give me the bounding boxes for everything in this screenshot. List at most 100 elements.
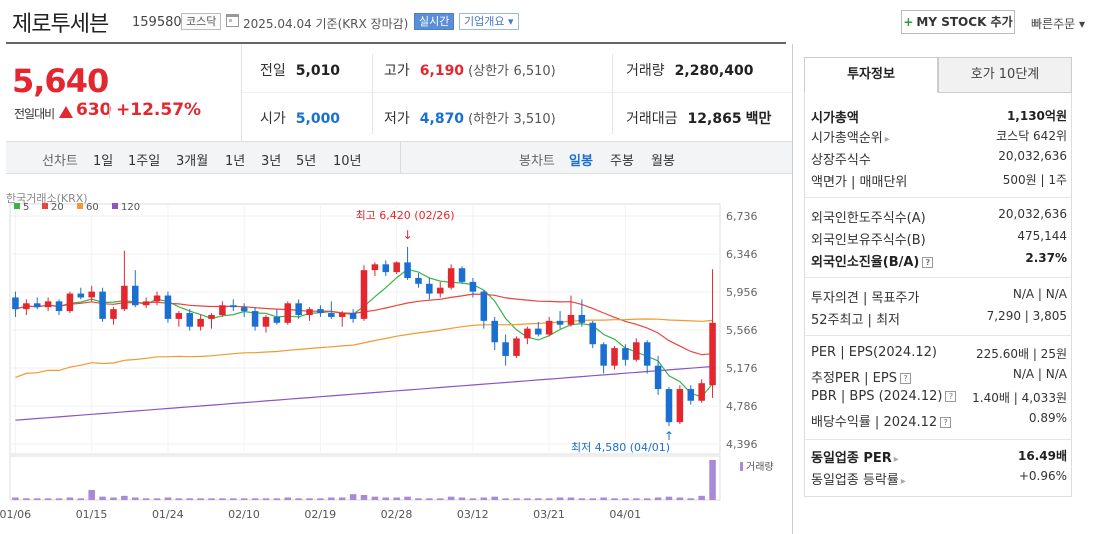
stat-value: 6,190 <box>419 63 465 79</box>
volume-bar <box>66 497 74 500</box>
period-1y[interactable]: 1년 <box>225 154 246 169</box>
stat-sub: (하한가 <box>468 112 510 127</box>
x-tick-label: 02/10 <box>228 508 260 521</box>
candle-body <box>186 313 193 327</box>
period-1d[interactable]: 1일 <box>93 154 114 169</box>
candle-body <box>654 365 662 390</box>
stock-chart[interactable]: 한국거래소(KRX) 6,736 6,346 5,956 5,566 5,176 4,78… <box>0 174 792 534</box>
ma60-line <box>15 318 713 378</box>
volume-bar <box>131 497 139 500</box>
add-my-stock-button[interactable]: + MY STOCK 추가 <box>901 10 1015 34</box>
candle-daily[interactable]: 일봉 <box>569 154 593 169</box>
volume-bar <box>676 497 684 500</box>
volume-bar <box>447 496 455 500</box>
info-row-rank[interactable]: 시가총액순위 ▸ 코스닥 642위 <box>811 127 1067 147</box>
x-tick-label: 02/19 <box>304 508 336 521</box>
volume-bar <box>142 498 150 500</box>
candle-body <box>382 264 390 273</box>
period-10y[interactable]: 10년 <box>333 154 362 169</box>
volume-bar <box>121 495 128 500</box>
period-5y[interactable]: 5년 <box>296 154 317 169</box>
info-value: +0.96% <box>1018 469 1067 483</box>
stat-sub: (상한가 <box>468 64 510 79</box>
chevron-right-icon[interactable]: ▸ <box>893 454 899 465</box>
stat-label: 전일 <box>260 63 286 79</box>
candle-body <box>436 287 444 294</box>
info-value: 500원 | 1주 <box>1002 173 1067 187</box>
help-icon[interactable]: ? <box>922 257 934 268</box>
company-overview-button[interactable]: 기업개요 ▾ <box>459 13 519 30</box>
tab-orderbook[interactable]: 호가 10단계 <box>938 57 1072 93</box>
stat-high: 고가 6,190 (상한가 6,510) <box>384 60 556 80</box>
stats-row-divider <box>242 92 792 93</box>
info-row-market-cap: 시가총액 1,130억원 <box>811 107 1067 127</box>
info-table: 시가총액 1,130억원 시가총액순위 ▸ 코스닥 642위 상장주식수 20,032,… <box>804 93 1072 497</box>
legend-label: 120 <box>121 202 140 213</box>
quick-order-button[interactable]: 빠른주문 ▾ <box>1031 17 1085 31</box>
volume-bar <box>338 497 346 500</box>
candle-monthly[interactable]: 월봉 <box>651 154 675 169</box>
info-row-est-per: 추정PER | EPS? N/A | N/A <box>811 367 1067 387</box>
stats-divider <box>612 54 613 134</box>
up-triangle-icon <box>59 106 73 118</box>
info-divider <box>805 335 1071 336</box>
candle-body <box>306 309 313 315</box>
chevron-right-icon[interactable]: ▸ <box>900 476 906 487</box>
help-icon[interactable]: ? <box>899 373 911 384</box>
info-label: 시가총액순위 <box>811 131 883 146</box>
volume-bar <box>44 498 52 500</box>
info-row-pbr: PBR | BPS (2024.12)? 1.40배 | 4,033원 <box>811 389 1067 409</box>
help-icon[interactable]: ? <box>945 391 957 402</box>
info-tabs: 투자정보 호가 10단계 <box>804 57 1072 93</box>
info-label: 외국인소진율(B/A) <box>811 255 920 270</box>
volume-bar <box>317 498 324 500</box>
candle-body <box>447 268 455 288</box>
add-my-stock-label: MY STOCK 추가 <box>916 15 1013 29</box>
tab-investment-info[interactable]: 투자정보 <box>804 57 938 93</box>
legend-label: 60 <box>86 202 99 213</box>
x-tick-label: 04/01 <box>609 508 641 521</box>
legend-swatch <box>77 203 83 209</box>
period-3m[interactable]: 3개월 <box>176 154 209 169</box>
info-value: 20,032,636 <box>998 207 1067 221</box>
high-annotation: 최고 6,420 (02/26) <box>356 209 455 222</box>
price-stats: 전일 5,010 고가 6,190 (상한가 6,510) 거래량 2,280,400 … <box>242 44 792 142</box>
y-tick-label: 4,396 <box>726 438 758 451</box>
volume-bar <box>426 498 433 500</box>
candle-body <box>284 303 292 323</box>
info-value: 7,290 | 3,805 <box>986 309 1067 323</box>
quote-date: 2025.04.04 기준(KRX 장마감) <box>243 17 409 31</box>
info-row-opinion: 투자의견 | 목표주가 N/A | N/A <box>811 287 1067 307</box>
candle-body <box>295 303 302 315</box>
info-label: 배당수익률 | 2024.12 <box>811 415 938 430</box>
candle-body <box>687 389 695 401</box>
stat-label: 시가 <box>260 111 286 127</box>
realtime-button[interactable]: 실시간 <box>414 13 455 30</box>
legend-label: 20 <box>51 202 64 213</box>
volume-bar <box>33 498 41 500</box>
candle-body <box>240 307 248 312</box>
panel-divider <box>792 44 793 534</box>
period-3y[interactable]: 3년 <box>261 154 282 169</box>
stats-divider <box>372 54 373 134</box>
info-label: 동일업종 등락률 <box>811 473 899 488</box>
volume-bar <box>306 498 313 500</box>
candle-weekly[interactable]: 주봉 <box>610 154 634 169</box>
info-label: 추정PER | EPS <box>811 371 897 386</box>
candle-body <box>142 301 150 306</box>
candle-body <box>360 270 368 319</box>
stock-name: 제로투세븐 <box>12 12 109 37</box>
candle-body <box>643 342 651 366</box>
volume-bar <box>654 497 662 500</box>
x-tick-label: 01/24 <box>152 508 184 521</box>
line-chart-label: 선차트 <box>42 154 78 169</box>
x-tick-label: 03/21 <box>533 508 565 521</box>
y-tick-label: 6,346 <box>726 248 758 261</box>
volume-label: 거래량 <box>746 461 774 473</box>
period-1w[interactable]: 1주일 <box>128 154 161 169</box>
chart-svg: 6,736 6,346 5,956 5,566 5,176 4,786 4,396 01/06… <box>0 202 774 521</box>
price-summary: 5,640 전일대비 630 +12.57% <box>6 44 242 142</box>
help-icon[interactable]: ? <box>940 417 952 428</box>
candle-body <box>317 309 324 314</box>
info-label: 시가총액 <box>811 111 859 126</box>
